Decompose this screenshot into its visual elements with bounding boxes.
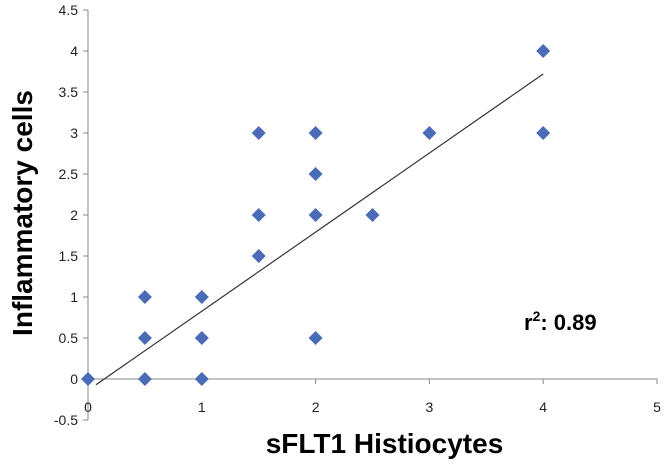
data-point xyxy=(251,208,266,222)
data-point xyxy=(422,126,437,140)
data-point xyxy=(137,290,152,304)
data-point xyxy=(308,126,323,140)
x-tick-label: 2 xyxy=(312,399,320,415)
y-tick-label: 2 xyxy=(70,207,78,223)
y-tick-label: 1 xyxy=(70,289,78,305)
r-squared-value: : 0.89 xyxy=(540,310,596,335)
r-squared-base: r xyxy=(524,310,533,335)
x-tick-label: 0 xyxy=(84,399,92,415)
y-tick-label: 3 xyxy=(70,125,78,141)
r-squared-superscript: 2 xyxy=(533,308,541,324)
y-tick-label: -0.5 xyxy=(54,412,78,428)
data-points xyxy=(81,44,551,386)
y-tick-label: 3.5 xyxy=(59,84,79,100)
y-tick-label: 2.5 xyxy=(59,166,79,182)
trend-line xyxy=(95,73,544,386)
y-tick-label: 1.5 xyxy=(59,248,79,264)
data-point xyxy=(251,126,266,140)
data-point xyxy=(536,44,551,58)
data-point xyxy=(137,372,152,386)
r-squared-annotation: r2: 0.89 xyxy=(524,308,597,335)
x-tick-labels: 0 1 2 3 4 5 xyxy=(84,399,661,415)
x-tick-label: 1 xyxy=(198,399,206,415)
data-point xyxy=(194,372,209,386)
data-point xyxy=(365,208,380,222)
x-tick-marks xyxy=(87,379,658,384)
y-tick-label: 4.5 xyxy=(59,2,79,18)
y-tick-labels: -0.5 0 0.5 1 1.5 2 2.5 3 3.5 4 4.5 xyxy=(54,2,78,428)
y-axis-title: Inflammatory cells xyxy=(7,90,38,336)
data-point xyxy=(251,249,266,263)
data-point xyxy=(308,331,323,345)
y-tick-label: 4 xyxy=(70,43,78,59)
x-tick-label: 4 xyxy=(539,399,547,415)
x-tick-label: 5 xyxy=(653,399,661,415)
data-point xyxy=(194,290,209,304)
x-tick-label: 3 xyxy=(426,399,434,415)
data-point xyxy=(194,331,209,345)
data-point xyxy=(308,208,323,222)
data-point xyxy=(81,372,95,386)
x-axis-title: sFLT1 Histiocytes xyxy=(266,428,504,459)
y-tick-marks xyxy=(83,9,88,421)
y-tick-label: 0 xyxy=(70,371,78,387)
data-point xyxy=(536,126,551,140)
data-point xyxy=(137,331,152,345)
data-point xyxy=(308,167,323,181)
y-tick-label: 0.5 xyxy=(59,330,79,346)
